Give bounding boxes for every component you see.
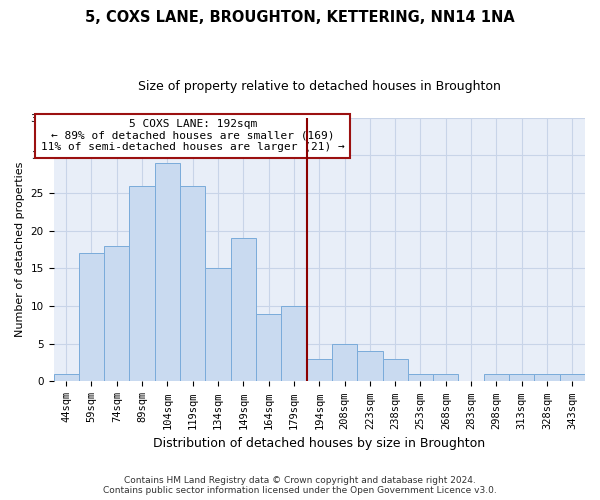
Bar xyxy=(433,374,458,382)
Bar xyxy=(155,163,180,382)
Title: Size of property relative to detached houses in Broughton: Size of property relative to detached ho… xyxy=(138,80,501,93)
Bar xyxy=(256,314,281,382)
Bar xyxy=(408,374,433,382)
Text: 5, COXS LANE, BROUGHTON, KETTERING, NN14 1NA: 5, COXS LANE, BROUGHTON, KETTERING, NN14… xyxy=(85,10,515,25)
Bar xyxy=(79,254,104,382)
Bar xyxy=(357,352,383,382)
Bar xyxy=(104,246,130,382)
Text: Contains HM Land Registry data © Crown copyright and database right 2024.
Contai: Contains HM Land Registry data © Crown c… xyxy=(103,476,497,495)
Bar xyxy=(509,374,535,382)
Bar xyxy=(230,238,256,382)
Bar xyxy=(281,306,307,382)
Bar xyxy=(560,374,585,382)
Bar xyxy=(332,344,357,382)
X-axis label: Distribution of detached houses by size in Broughton: Distribution of detached houses by size … xyxy=(153,437,485,450)
Bar xyxy=(205,268,230,382)
Bar xyxy=(180,186,205,382)
Bar xyxy=(535,374,560,382)
Y-axis label: Number of detached properties: Number of detached properties xyxy=(15,162,25,338)
Bar xyxy=(53,374,79,382)
Bar xyxy=(383,359,408,382)
Bar xyxy=(307,359,332,382)
Bar xyxy=(130,186,155,382)
Bar xyxy=(484,374,509,382)
Text: 5 COXS LANE: 192sqm
← 89% of detached houses are smaller (169)
11% of semi-detac: 5 COXS LANE: 192sqm ← 89% of detached ho… xyxy=(41,120,344,152)
